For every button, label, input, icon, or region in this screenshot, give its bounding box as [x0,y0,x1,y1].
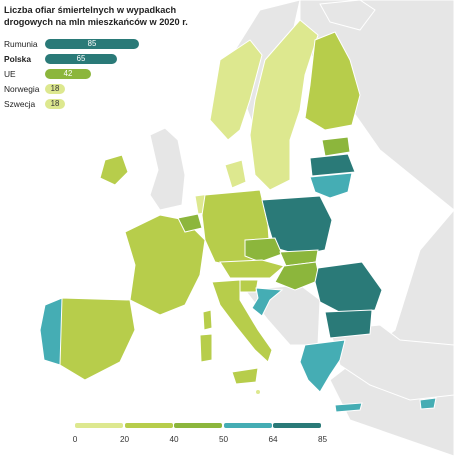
legend-swatch [273,423,321,428]
denmark-region [224,159,247,189]
france-region [124,214,206,316]
norway-region [209,39,263,141]
legend-swatch [174,423,222,428]
legend-swatch [75,423,123,428]
turkey [329,324,454,401]
bar-label: Norwegia [4,84,40,94]
bar: 42 [45,69,91,79]
latvia-region [309,153,356,177]
map-title: Liczba ofiar śmiertelnych w wypadkach dr… [4,4,264,28]
legend-swatch [223,423,272,428]
sweden-region [209,19,319,191]
bar: 18 [45,84,65,94]
portugal-region [39,297,63,366]
cyprus-region [419,397,437,410]
corsica-region [202,309,213,331]
title-line-1: Liczba ofiar śmiertelnych w wypadkach [4,5,177,15]
ireland-region [99,154,129,186]
austria-region [219,259,286,279]
bulgaria-region [324,309,373,339]
crete-region [334,402,363,413]
italy-region [211,279,273,363]
romania-region [314,261,383,316]
slovenia-region [237,279,259,293]
legend-tick: 50 [218,435,229,444]
great-britain [149,127,186,211]
hungary-region [274,261,321,291]
title-line-2: drogowych na mln mieszkańców w 2020 r. [4,17,188,27]
legend-tick: 20 [119,435,130,444]
belgium-region [177,213,203,233]
bar-label: UE [4,69,16,79]
czechia-region [244,237,283,263]
bar: 18 [45,99,65,109]
bar-label: Rumunia [4,39,38,49]
bar-label: Polska [4,54,32,64]
spain-region [54,297,136,381]
legend-tick: 64 [268,435,278,444]
malta-region [256,390,260,394]
estonia-region [321,136,351,157]
legend-tick: 40 [169,435,179,444]
legend-tick: 85 [317,435,328,444]
legend-tick: 0 [72,435,78,444]
sicily-region [231,367,259,385]
greece-region [299,339,346,393]
croatia-region [251,287,284,317]
lithuania-region [309,172,353,199]
finland-region [304,31,361,131]
bar: 65 [45,54,117,64]
legend-swatch [124,423,173,428]
bar: 85 [45,39,139,49]
bar-label: Szwecja [4,99,36,109]
sardinia-region [199,333,213,363]
